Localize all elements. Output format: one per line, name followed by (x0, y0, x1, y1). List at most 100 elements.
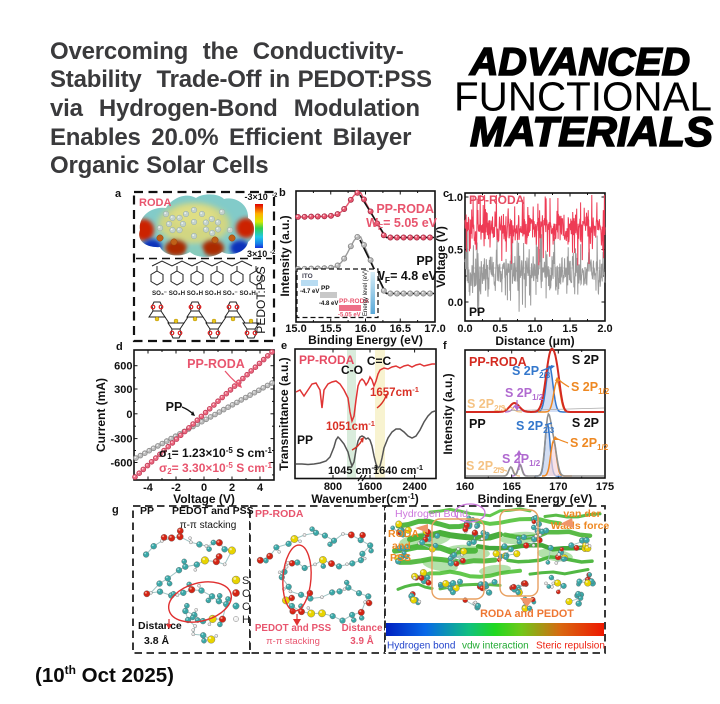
svg-text:S 2P2/3: S 2P2/3 (467, 397, 506, 413)
svg-text:2400: 2400 (402, 481, 426, 493)
svg-text:Intensity (a.u.): Intensity (a.u.) (441, 373, 455, 454)
svg-text:σ1= 1.23×10-5 S cm-1: σ1= 1.23×10-5 S cm-1 (159, 446, 273, 461)
svg-text:Hydrogen bond: Hydrogen bond (387, 641, 455, 652)
svg-text:1640 cm-1: 1640 cm-1 (373, 463, 423, 477)
svg-text:S 2P2/3: S 2P2/3 (466, 459, 505, 475)
svg-text:Distance: Distance (342, 623, 383, 634)
svg-text:PP: PP (469, 417, 486, 431)
svg-text:0.5: 0.5 (448, 245, 463, 257)
svg-text:PEDOT and PSS: PEDOT and PSS (172, 505, 254, 517)
svg-text:C=C: C=C (367, 354, 392, 368)
svg-text:PP: PP (166, 400, 183, 414)
svg-text:2: 2 (229, 482, 235, 494)
svg-text:170: 170 (549, 481, 567, 493)
svg-text:0.5: 0.5 (492, 323, 507, 335)
svg-text:PP-RODA: PP-RODA (187, 357, 245, 371)
svg-text:SO₃⁻ SO₃H SO₃H SO₃H SO₃⁻ SO₃H: SO₃⁻ SO₃H SO₃H SO₃H SO₃⁻ SO₃H (152, 290, 256, 297)
svg-text:ADVANCED: ADVANCED (469, 41, 690, 84)
svg-text:1045 cm-1: 1045 cm-1 (328, 463, 378, 477)
svg-text:Intensity (a.u.): Intensity (a.u.) (278, 215, 292, 296)
svg-text:σ2= 3.30×10-5 S cm-1: σ2= 3.30×10-5 S cm-1 (159, 461, 273, 476)
svg-text:Steric repulsion: Steric repulsion (536, 641, 605, 652)
svg-text:PP-RODA: PP-RODA (469, 193, 525, 207)
svg-text:1.0: 1.0 (448, 192, 463, 204)
svg-text:Energy level (eV): Energy level (eV) (363, 270, 369, 316)
svg-text:ITO: ITO (302, 273, 313, 280)
svg-text:Wavenumber(cm-1): Wavenumber(cm-1) (311, 492, 418, 506)
svg-text:PEDOT:PSS: PEDOT:PSS (254, 266, 268, 333)
svg-text:15.0: 15.0 (285, 323, 306, 335)
svg-text:π-π stacking: π-π stacking (266, 636, 320, 647)
svg-text:C: C (242, 601, 250, 613)
svg-text:PP-RODA: PP-RODA (255, 508, 304, 520)
svg-text:PP-RODA: PP-RODA (376, 202, 434, 216)
svg-text:PSS: PSS (390, 552, 411, 564)
svg-text:1.5: 1.5 (562, 323, 577, 335)
svg-text:H: H (242, 614, 250, 626)
svg-text:300: 300 (114, 384, 132, 396)
svg-text:PP: PP (469, 305, 485, 319)
svg-text:van der: van der (563, 508, 600, 520)
svg-text:S 2P: S 2P (572, 416, 599, 430)
svg-text:Binding Energy (eV): Binding Energy (eV) (478, 492, 593, 506)
svg-text:S 2P1/2: S 2P1/2 (570, 436, 609, 452)
svg-text:1657cm-1: 1657cm-1 (370, 385, 419, 399)
svg-text:600: 600 (114, 361, 132, 373)
svg-text:WF= 5.05 eV: WF= 5.05 eV (366, 216, 438, 232)
svg-text:3.9 Å: 3.9 Å (350, 636, 373, 647)
svg-text:-2: -2 (270, 250, 276, 256)
svg-text:0: 0 (201, 482, 207, 494)
svg-text:PP-RODA: PP-RODA (339, 298, 369, 305)
svg-text:3.8 Å: 3.8 Å (144, 634, 170, 647)
svg-text:Waals force: Waals force (551, 520, 610, 532)
svg-text:0.0: 0.0 (457, 323, 472, 335)
svg-text:π-π stacking: π-π stacking (180, 520, 237, 531)
svg-text:S 2P1/2: S 2P1/2 (505, 386, 544, 402)
svg-text:-2: -2 (171, 482, 181, 494)
svg-text:0.0: 0.0 (448, 297, 463, 309)
svg-text:S 2P2/3: S 2P2/3 (516, 419, 555, 435)
svg-text:S 2P: S 2P (572, 353, 599, 367)
svg-text:3×10: 3×10 (247, 249, 267, 259)
svg-text:PP: PP (416, 254, 433, 268)
svg-text:175: 175 (596, 481, 614, 493)
svg-text:160: 160 (456, 481, 474, 493)
svg-text:4: 4 (257, 482, 264, 494)
svg-text:RODA: RODA (139, 197, 171, 209)
svg-text:PP: PP (140, 505, 154, 517)
svg-text:Voltage (V): Voltage (V) (434, 226, 448, 288)
svg-text:16.0: 16.0 (355, 323, 376, 335)
svg-text:b: b (279, 187, 286, 199)
svg-text:S 2P1/2: S 2P1/2 (571, 380, 610, 396)
svg-text:C-O: C-O (341, 363, 363, 377)
svg-text:15.5: 15.5 (320, 323, 341, 335)
svg-text:RODA: RODA (388, 528, 419, 540)
svg-text:1051cm-1: 1051cm-1 (326, 419, 375, 433)
svg-text:0: 0 (126, 409, 132, 421)
svg-text:PP: PP (321, 285, 330, 292)
svg-text:-3×10: -3×10 (245, 192, 268, 202)
svg-text:d: d (116, 341, 123, 353)
svg-text:RODA and PEDOT: RODA and PEDOT (480, 608, 574, 620)
svg-text:O: O (242, 588, 251, 600)
svg-text:MATERIALS: MATERIALS (470, 108, 713, 155)
svg-text:-5.05 eV: -5.05 eV (338, 313, 361, 319)
svg-text:800: 800 (324, 481, 342, 493)
svg-text:-2: -2 (272, 193, 278, 199)
svg-text:c: c (443, 188, 449, 200)
svg-text:PEDOT and PSS: PEDOT and PSS (255, 623, 332, 634)
svg-text:2.0: 2.0 (597, 323, 612, 335)
svg-text:e: e (281, 340, 287, 352)
svg-text:Voltage (V): Voltage (V) (173, 492, 235, 506)
svg-text:Transmittance (a.u.): Transmittance (a.u.) (277, 357, 291, 470)
svg-text:g: g (112, 504, 119, 516)
svg-text:FUNCTIONAL: FUNCTIONAL (454, 74, 712, 120)
svg-text:1.0: 1.0 (527, 323, 542, 335)
svg-text:-4.7 eV: -4.7 eV (300, 289, 319, 295)
svg-text:Distance: Distance (138, 620, 182, 632)
svg-text:165: 165 (503, 481, 521, 493)
svg-text:vdw interaction: vdw interaction (462, 641, 529, 652)
svg-text:-4: -4 (143, 482, 154, 494)
svg-text:WF= 4.8 eV: WF= 4.8 eV (373, 269, 438, 285)
svg-text:Hydrogen Bond: Hydrogen Bond (395, 508, 468, 520)
